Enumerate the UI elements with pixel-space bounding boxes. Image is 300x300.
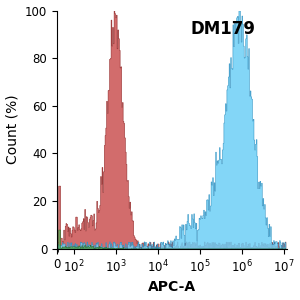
Y-axis label: Count (%): Count (%) <box>6 95 20 164</box>
Text: DM179: DM179 <box>190 20 255 38</box>
X-axis label: APC-A: APC-A <box>148 280 196 294</box>
